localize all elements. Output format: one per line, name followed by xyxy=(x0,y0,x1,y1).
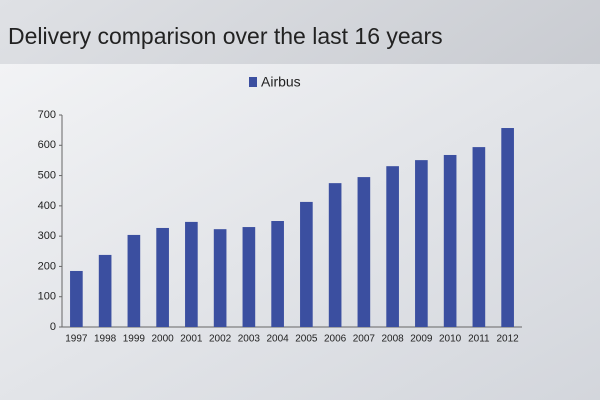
x-tick-label: 2003 xyxy=(238,334,261,345)
x-tick-label: 2012 xyxy=(497,334,520,345)
y-tick-label: 600 xyxy=(38,139,56,151)
y-tick-label: 100 xyxy=(38,291,56,303)
bar xyxy=(472,147,486,327)
bar xyxy=(300,201,313,327)
bar xyxy=(242,227,256,327)
bar xyxy=(185,221,198,327)
bar xyxy=(98,254,112,327)
x-tick-label: 2000 xyxy=(152,334,175,345)
x-tick-label: 2009 xyxy=(410,334,433,345)
x-tick-label: 1998 xyxy=(94,334,117,345)
x-tick-label: 2007 xyxy=(353,334,376,345)
legend-swatch xyxy=(249,77,257,87)
bar xyxy=(386,166,399,327)
bar xyxy=(70,270,83,327)
bar xyxy=(501,128,514,327)
x-tick-label: 2002 xyxy=(209,334,232,345)
x-tick-label: 2008 xyxy=(382,334,405,345)
legend-label: Airbus xyxy=(261,74,301,90)
x-tick-label: 1999 xyxy=(123,334,146,345)
y-tick-label: 400 xyxy=(38,200,56,212)
x-tick-label: 2010 xyxy=(439,334,462,345)
y-tick-label: 0 xyxy=(50,321,56,333)
bar xyxy=(443,154,457,327)
y-tick-label: 300 xyxy=(38,230,56,242)
x-tick-label: 2005 xyxy=(295,334,318,345)
bar xyxy=(127,234,141,327)
y-tick-label: 500 xyxy=(38,169,56,181)
x-tick-label: 1997 xyxy=(65,334,88,345)
bar xyxy=(156,227,169,327)
bar xyxy=(357,177,371,327)
bar xyxy=(213,229,227,327)
bar xyxy=(328,183,342,327)
x-tick-label: 2011 xyxy=(468,334,490,345)
y-tick-label: 200 xyxy=(38,260,56,272)
bar xyxy=(415,160,428,327)
y-tick-label: 700 xyxy=(38,109,56,121)
x-tick-label: 2001 xyxy=(180,334,203,345)
chart-panel xyxy=(0,64,600,400)
x-tick-label: 2006 xyxy=(324,334,347,345)
bar xyxy=(271,221,284,327)
x-tick-label: 2004 xyxy=(267,334,290,345)
slide-title: Delivery comparison over the last 16 yea… xyxy=(8,23,443,49)
